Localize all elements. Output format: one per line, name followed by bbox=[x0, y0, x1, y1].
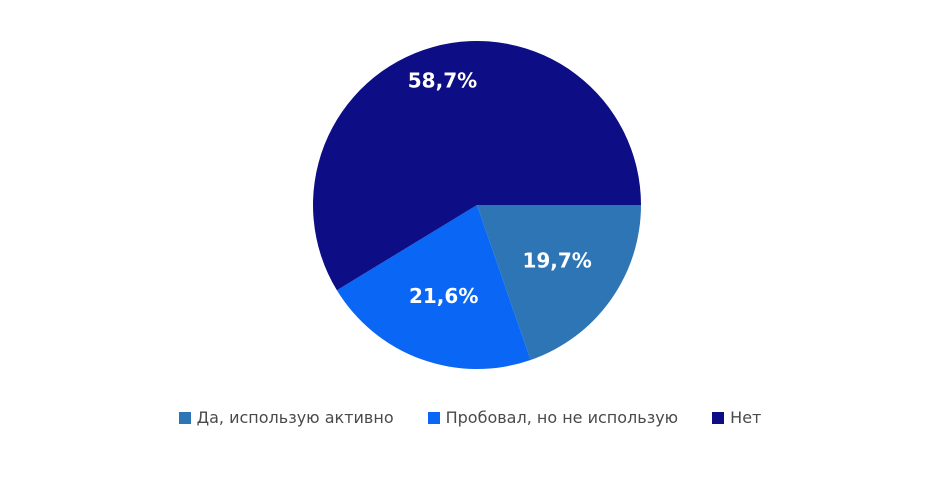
legend-item-active: Да, использую активно bbox=[178, 408, 394, 427]
data-label-active: 19,7% bbox=[522, 249, 591, 273]
legend-swatch-no bbox=[712, 411, 725, 424]
legend-item-tried: Пробовал, но не использую bbox=[427, 408, 679, 427]
pie-slice-no bbox=[312, 40, 641, 291]
pie-slice-active bbox=[477, 205, 641, 360]
legend-swatch-tried bbox=[427, 411, 440, 424]
legend-label-active: Да, использую активно bbox=[196, 408, 394, 427]
chart-legend: Да, использую активно Пробовал, но не ис… bbox=[0, 408, 940, 427]
data-label-tried: 21,6% bbox=[409, 284, 478, 308]
pie-data-labels: 19,7% 21,6% 58,7% bbox=[408, 68, 592, 308]
pie-slices bbox=[312, 40, 641, 369]
data-label-no: 58,7% bbox=[408, 68, 477, 92]
pie-slice-tried bbox=[336, 205, 531, 369]
legend-item-no: Нет bbox=[712, 408, 761, 427]
legend-label-no: Нет bbox=[730, 408, 762, 427]
legend-label-tried: Пробовал, но не использую bbox=[445, 408, 679, 427]
legend-swatch-active bbox=[178, 411, 191, 424]
